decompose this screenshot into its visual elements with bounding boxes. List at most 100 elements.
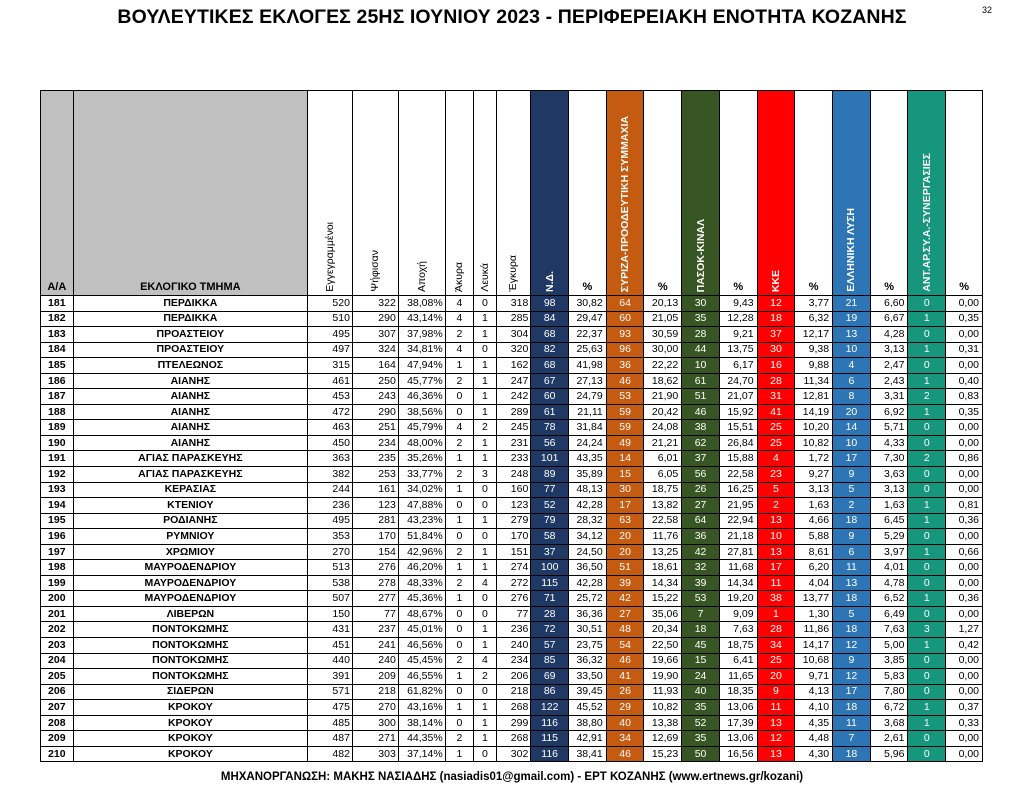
cell-nd-pct: 24,79 (568, 388, 607, 405)
cell-pasok-pct: 13,06 (718, 730, 758, 747)
cell-nd-votes: 61 (530, 403, 570, 421)
cell-psifisan: 235 (351, 450, 399, 468)
cell-antarsya-votes: 0 (907, 528, 947, 545)
cell-tmima: ΠΟΝΤΟΚΩΜΗΣ (72, 668, 309, 685)
cell-elliniki-lysi-votes: 21 (832, 295, 871, 312)
cell-psifisan: 237 (351, 621, 399, 639)
cell-pasok-votes: 35 (681, 310, 720, 328)
cell-elliniki-lysi-votes: 10 (832, 434, 871, 452)
cell-antarsya-pct: 0,00 (945, 528, 983, 545)
cell-syriza-votes: 20 (605, 528, 645, 545)
cell-antarsya-votes: 0 (907, 668, 947, 685)
cell-nd-votes: 52 (530, 497, 570, 514)
cell-akyra: 0 (444, 528, 475, 545)
cell-psifisan: 164 (351, 357, 399, 374)
cell-kke-votes: 20 (756, 668, 796, 685)
cell-apoxi: 45,01% (397, 621, 446, 639)
cell-pasok-votes: 15 (681, 652, 720, 670)
cell-antarsya-pct: 0,35 (945, 310, 983, 328)
header-party-elliniki-lysi: ΕΛΛΗΝΙΚΗ ΛΥΣΗ (832, 90, 871, 296)
cell-antarsya-votes: 1 (907, 372, 947, 390)
cell-syriza-votes: 51 (605, 559, 645, 576)
cell-egkyra: 272 (495, 574, 532, 592)
cell-syriza-votes: 46 (605, 652, 645, 670)
cell-eggegrammenoi: 461 (307, 372, 353, 390)
cell-kke-votes: 5 (756, 481, 796, 499)
cell-syriza-votes: 36 (605, 357, 645, 374)
cell-antarsya-votes: 0 (907, 295, 947, 312)
cell-kke-votes: 13 (756, 543, 796, 561)
cell-nd-pct: 33,50 (568, 668, 607, 685)
cell-nd-votes: 122 (530, 699, 570, 716)
cell-egkyra: 240 (495, 637, 532, 654)
cell-apoxi: 45,36% (397, 590, 446, 607)
cell-aa: 204 (40, 652, 74, 670)
cell-kke-pct: 9,88 (794, 357, 834, 374)
cell-kke-pct: 11,86 (794, 621, 834, 639)
cell-lefka: 1 (473, 730, 497, 747)
cell-akyra: 2 (444, 372, 475, 390)
table-row: 187 ΑΙΑΝΗΣ 453 243 46,36% 0 1 242 60 24,79 53 21,90… (40, 388, 983, 405)
cell-kke-pct: 4,66 (794, 512, 834, 530)
cell-nd-votes: 115 (530, 730, 570, 747)
cell-nd-pct: 45,52 (568, 699, 607, 716)
cell-syriza-pct: 21,90 (643, 388, 683, 405)
cell-egkyra: 234 (495, 652, 532, 670)
cell-nd-votes: 82 (530, 341, 570, 359)
header-lefka: Λευκά (473, 90, 497, 296)
cell-nd-pct: 34,12 (568, 528, 607, 545)
cell-lefka: 3 (473, 466, 497, 483)
cell-eggegrammenoi: 507 (307, 590, 353, 607)
cell-pasok-votes: 44 (681, 341, 720, 359)
cell-kke-votes: 17 (756, 559, 796, 576)
cell-akyra: 0 (444, 605, 475, 623)
cell-kke-votes: 28 (756, 372, 796, 390)
cell-antarsya-votes: 0 (907, 559, 947, 576)
cell-elliniki-lysi-pct: 6,72 (869, 699, 909, 716)
cell-psifisan: 290 (351, 310, 399, 328)
header-party-pasok: ΠΑΣΟΚ-ΚΙΝΑΛ (681, 90, 720, 296)
cell-syriza-pct: 22,22 (643, 357, 683, 374)
cell-aa: 188 (40, 403, 74, 421)
cell-elliniki-lysi-votes: 9 (832, 528, 871, 545)
table-row: 194 ΚΤΕΝΙΟΥ 236 123 47,88% 0 0 123 52 42,28 17 13,8… (40, 497, 983, 514)
cell-elliniki-lysi-votes: 19 (832, 310, 871, 328)
cell-eggegrammenoi: 487 (307, 730, 353, 747)
cell-pasok-votes: 35 (681, 730, 720, 747)
cell-lefka: 2 (473, 419, 497, 436)
table-row: 196 ΡΥΜΝΙΟΥ 353 170 51,84% 0 0 170 58 34,12 20 11,7… (40, 528, 983, 545)
cell-aa: 209 (40, 730, 74, 747)
header-pct-syriza: % (643, 90, 683, 296)
cell-pasok-votes: 53 (681, 590, 720, 607)
cell-psifisan: 243 (351, 388, 399, 405)
cell-eggegrammenoi: 538 (307, 574, 353, 592)
cell-elliniki-lysi-votes: 12 (832, 668, 871, 685)
cell-elliniki-lysi-pct: 3,13 (869, 341, 909, 359)
table-row: 203 ΠΟΝΤΟΚΩΜΗΣ 451 241 46,56% 0 1 240 57 23,75 54 2… (40, 637, 983, 654)
cell-antarsya-votes: 3 (907, 621, 947, 639)
cell-akyra: 4 (444, 419, 475, 436)
cell-tmima: ΧΡΩΜΙΟΥ (72, 543, 309, 561)
cell-syriza-pct: 12,69 (643, 730, 683, 747)
cell-eggegrammenoi: 571 (307, 683, 353, 701)
cell-psifisan: 307 (351, 326, 399, 343)
cell-kke-pct: 4,10 (794, 699, 834, 716)
cell-aa: 185 (40, 357, 74, 374)
cell-antarsya-votes: 1 (907, 637, 947, 654)
cell-syriza-votes: 46 (605, 372, 645, 390)
header-aa: Α/Α (40, 90, 74, 296)
cell-akyra: 0 (444, 403, 475, 421)
cell-nd-votes: 86 (530, 683, 570, 701)
cell-apoxi: 46,20% (397, 559, 446, 576)
cell-aa: 205 (40, 668, 74, 685)
cell-apoxi: 34,81% (397, 341, 446, 359)
table-row: 185 ΠΤΕΛΕΩΝΟΣ 315 164 47,94% 1 1 162 68 41,98 36 22… (40, 357, 983, 374)
cell-syriza-votes: 39 (605, 574, 645, 592)
cell-syriza-votes: 54 (605, 637, 645, 654)
cell-nd-pct: 24,24 (568, 434, 607, 452)
cell-tmima: ΠΟΝΤΟΚΩΜΗΣ (72, 621, 309, 639)
cell-antarsya-pct: 0,00 (945, 419, 983, 436)
header-pct-antarsya: % (945, 90, 983, 296)
cell-tmima: ΚΡΟΚΟΥ (72, 745, 309, 763)
cell-nd-pct: 42,91 (568, 730, 607, 747)
